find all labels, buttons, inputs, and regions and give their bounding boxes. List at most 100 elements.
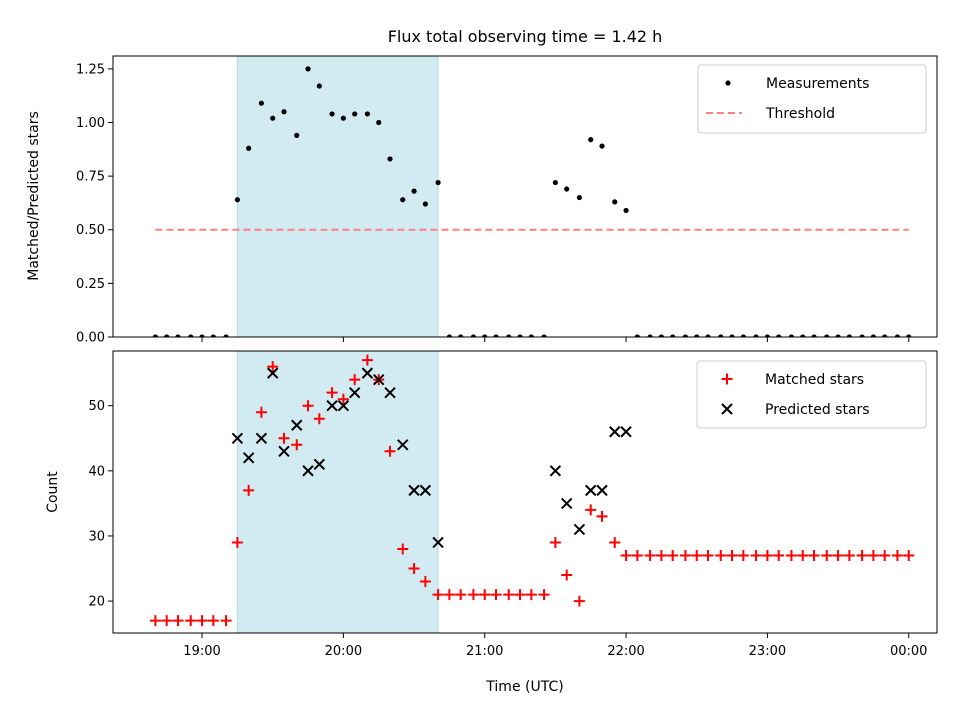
- matched-star-point: [750, 549, 762, 561]
- legend-box: [696, 360, 927, 429]
- measurement-point: [352, 111, 358, 117]
- matched-star-point: [679, 549, 691, 561]
- matched-star-point: [172, 615, 184, 627]
- matched-star-point: [726, 549, 738, 561]
- predicted-star-point: [337, 399, 350, 412]
- matched-star-point: [561, 569, 573, 581]
- measurement-point: [387, 156, 393, 162]
- measurement-point: [564, 186, 570, 192]
- matched-star-point: [761, 549, 773, 561]
- matched-star-point: [149, 615, 161, 627]
- matched-star-point: [867, 549, 879, 561]
- measurement-point: [411, 188, 417, 194]
- measurement-point: [528, 334, 534, 337]
- y-tick-label: 0.50: [76, 223, 105, 238]
- matched-star-point: [879, 549, 891, 561]
- matched-star-point: [467, 589, 479, 601]
- matched-star-point: [514, 589, 526, 601]
- matched-star-point: [337, 393, 349, 405]
- axes-frame: [112, 55, 938, 338]
- matched-star-point: [361, 354, 373, 366]
- matched-star-point: [573, 595, 585, 607]
- matched-star-point: [785, 549, 797, 561]
- matched-star-point: [443, 589, 455, 601]
- matched-star-point: [161, 615, 173, 627]
- measurement-point: [340, 115, 346, 121]
- observing-window-span: [236, 55, 439, 338]
- matched-star-point: [384, 445, 396, 457]
- matched-star-point: [832, 549, 844, 561]
- plot-area: [152, 66, 912, 337]
- measurement-point: [210, 334, 216, 337]
- y-tick-label: 1.00: [76, 116, 105, 131]
- matched-star-point: [856, 549, 868, 561]
- measurement-point: [376, 119, 382, 126]
- predicted-star-point: [326, 399, 338, 412]
- measurement-point: [811, 334, 817, 337]
- predicted-star-point: [585, 484, 597, 497]
- y-tick-label: 0.25: [76, 277, 105, 292]
- matched-star-point: [313, 413, 325, 425]
- predicted-star-point: [302, 465, 314, 477]
- predicted-star-point: [609, 426, 621, 438]
- measurement-point: [800, 334, 806, 337]
- matched-star-point: [479, 589, 491, 601]
- measurement-point: [835, 334, 841, 337]
- matched-star-point: [538, 589, 550, 601]
- plot-area: [149, 354, 915, 627]
- x-tick-label: 21:00: [466, 644, 503, 659]
- predicted-star-point: [313, 458, 326, 471]
- chart-title: Flux total observing time = 1.42 h: [388, 27, 663, 46]
- predicted-star-point: [242, 452, 255, 464]
- predicted-star-point: [348, 386, 361, 399]
- matched-star-point: [255, 406, 267, 418]
- legend-label: Matched stars: [765, 372, 864, 388]
- measurement-point: [906, 334, 912, 337]
- measurement-point: [612, 199, 618, 205]
- measurement-point: [506, 334, 512, 337]
- matched-star-point: [702, 549, 714, 561]
- predicted-star-point: [560, 497, 573, 510]
- predicted-star-point: [596, 484, 608, 497]
- measurement-point: [270, 115, 276, 121]
- measurement-point: [517, 334, 523, 337]
- matched-star-point: [302, 400, 314, 412]
- measurement-point: [493, 334, 499, 337]
- matched-star-point: [326, 387, 338, 399]
- measurement-point: [422, 201, 428, 207]
- matched-star-point: [609, 536, 621, 548]
- x-tick-label: 19:00: [183, 644, 220, 659]
- predicted-star-point: [408, 484, 420, 497]
- measurement-point: [599, 143, 605, 149]
- measurement-point: [740, 334, 746, 337]
- measurement-point: [859, 334, 865, 337]
- matched-star-point: [843, 549, 855, 561]
- measurement-point: [882, 334, 888, 337]
- measurement-point: [753, 334, 759, 337]
- x-tick-label: 22:00: [607, 644, 644, 659]
- measurement-point: [294, 132, 300, 138]
- measurement-point: [364, 111, 371, 117]
- axes-frame: [112, 350, 938, 634]
- predicted-star-point: [620, 426, 632, 438]
- matched-star-point: [397, 543, 409, 555]
- matched-star-point: [267, 361, 279, 373]
- matched-star-point: [231, 536, 243, 548]
- matched-star-point: [243, 484, 255, 496]
- matched-star-point: [644, 549, 656, 561]
- legend-label: Measurements: [766, 76, 869, 92]
- measurement-point: [576, 194, 583, 201]
- matched-star-point: [291, 439, 303, 451]
- matched-star-point: [596, 510, 608, 522]
- matched-star-point: [207, 615, 219, 627]
- measurement-point: [305, 66, 311, 72]
- measurement-point: [788, 334, 795, 337]
- measurement-point: [246, 145, 252, 151]
- x-tick-label: 20:00: [325, 644, 362, 659]
- measurement-point: [541, 334, 547, 337]
- measurement-point: [670, 334, 676, 337]
- predicted-star-point: [291, 419, 303, 431]
- x-tick-label: 00:00: [890, 644, 927, 659]
- panel-count: 20 30 40 50 Matched stars Predicted stars: [88, 350, 938, 638]
